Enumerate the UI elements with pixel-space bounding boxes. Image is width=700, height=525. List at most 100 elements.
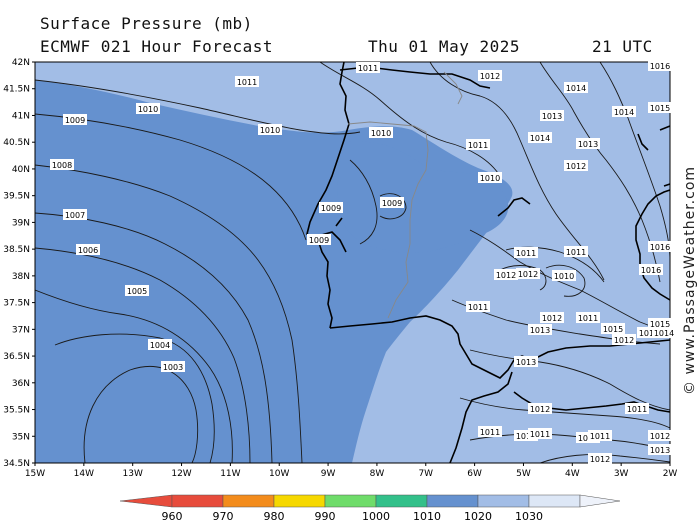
svg-text:1015: 1015 — [650, 104, 670, 113]
svg-text:1012: 1012 — [566, 162, 586, 171]
lat-label: 38.5N — [3, 245, 30, 255]
lat-label: 36N — [12, 379, 30, 389]
lon-label: 9W — [321, 469, 336, 479]
lat-label: 37N — [12, 325, 30, 335]
isobar-label: 1014 — [564, 82, 588, 93]
svg-text:1005: 1005 — [127, 287, 147, 296]
lat-label: 39N — [12, 218, 30, 228]
lon-label: 15W — [25, 469, 45, 479]
isobar-label: 1009 — [319, 202, 343, 213]
svg-text:1013: 1013 — [516, 358, 536, 367]
lat-label: 42N — [12, 58, 30, 68]
isobar-label: 1012 — [540, 312, 564, 323]
colorbar-tick-label: 1010 — [413, 510, 441, 523]
lat-label: 39.5N — [3, 192, 30, 202]
isobar-label: 1013 — [540, 110, 564, 121]
isobar-label: 1012 — [494, 269, 518, 280]
colorbar-tick-label: 960 — [162, 510, 183, 523]
lat-label: 40.5N — [3, 138, 30, 148]
lon-label: 8W — [370, 469, 385, 479]
svg-text:1011: 1011 — [237, 78, 257, 87]
svg-text:1011: 1011 — [358, 64, 378, 73]
isobar-label: 1010 — [258, 124, 282, 135]
isobar-label: 1013 — [514, 356, 538, 367]
svg-text:1011: 1011 — [468, 141, 488, 150]
svg-text:1012: 1012 — [518, 270, 538, 279]
svg-text:1003: 1003 — [163, 363, 183, 372]
pressure-colorbar: 960 970 980 990 1000 1010 1020 1030 — [119, 494, 621, 523]
svg-text:1013: 1013 — [578, 140, 598, 149]
svg-text:1011: 1011 — [627, 405, 647, 414]
isobar-label: 1004 — [148, 339, 172, 350]
isobar-label: 1009 — [63, 114, 87, 125]
lat-label: 41N — [12, 111, 30, 121]
isobar-label: 1012 — [564, 160, 588, 171]
isobar-label: 1012 — [478, 70, 502, 81]
isobar-label: 1012 — [516, 268, 540, 279]
lon-label: 10W — [269, 469, 289, 479]
border-portugal-spain — [347, 121, 429, 319]
svg-text:1014: 1014 — [639, 329, 659, 338]
isobar-label: 1011 — [235, 76, 259, 87]
map-title: Surface Pressure (mb) — [40, 14, 253, 33]
lat-label: 38N — [12, 272, 30, 282]
svg-text:1007: 1007 — [65, 211, 85, 220]
svg-text:1006: 1006 — [78, 246, 98, 255]
isobar-label: 1016 — [648, 241, 672, 252]
lon-label: 11W — [220, 469, 240, 479]
svg-text:1010: 1010 — [371, 129, 391, 138]
isobar-label: 1010 — [136, 103, 160, 114]
svg-text:1012: 1012 — [542, 314, 562, 323]
lon-label: 14W — [74, 469, 94, 479]
isobar-label: 1014 — [652, 327, 676, 338]
isobar-label: 1011 — [514, 247, 538, 258]
isobar-label: 1006 — [76, 244, 100, 255]
lon-label: 2W — [663, 469, 678, 479]
svg-text:1010: 1010 — [138, 105, 158, 114]
pressure-pocket-iberia — [337, 141, 509, 253]
isobar-label: 1014 — [612, 106, 636, 117]
svg-text:1014: 1014 — [654, 329, 674, 338]
svg-text:1016: 1016 — [641, 266, 661, 275]
svg-text:1011: 1011 — [516, 432, 536, 441]
svg-text:1012: 1012 — [650, 432, 670, 441]
isobar-label: 1011 — [564, 246, 588, 257]
isobar-label: 1013 — [576, 138, 600, 149]
svg-text:1011: 1011 — [566, 248, 586, 257]
forecast-time-label: 21 UTC — [592, 37, 653, 56]
lat-label: 35.5N — [3, 406, 30, 416]
lon-label: 12W — [171, 469, 191, 479]
svg-text:1011: 1011 — [578, 314, 598, 323]
svg-text:1014: 1014 — [530, 134, 550, 143]
colorbar-tick-label: 980 — [264, 510, 285, 523]
isobar-label: 1005 — [125, 285, 149, 296]
colorbar-swatch — [273, 494, 326, 508]
coastline-spain-south — [329, 315, 671, 379]
lon-label: 6W — [467, 469, 482, 479]
isobar-label: 1011 — [478, 426, 502, 437]
colorbar-swatch — [426, 494, 479, 508]
colorbar-low-arrow — [119, 494, 173, 508]
colorbar-swatch — [171, 494, 224, 508]
isobar-label: 1011 — [466, 301, 490, 312]
isobar-label: 1008 — [50, 159, 74, 170]
svg-text:1010: 1010 — [260, 126, 280, 135]
isobar-label: 1015 — [601, 323, 625, 334]
colorbar-tick-label: 1020 — [464, 510, 492, 523]
isobar-label: 1011 — [625, 403, 649, 414]
svg-text:1016: 1016 — [650, 243, 670, 252]
lat-label: 34.5N — [3, 459, 30, 469]
lon-label: 3W — [614, 469, 629, 479]
isobar-label: 1012 — [648, 430, 672, 441]
forecast-date-label: Thu 01 May 2025 — [368, 37, 520, 56]
copyright-credit: © www.PassageWeather.com — [682, 166, 698, 395]
colorbar-swatch — [222, 494, 275, 508]
coastline-morocco — [449, 371, 513, 464]
isobar-label: 1012 — [588, 453, 612, 464]
svg-text:1011: 1011 — [516, 249, 536, 258]
isobar-label: 1015 — [648, 102, 672, 113]
isobar-label: 1016 — [648, 60, 672, 71]
isobar-label: 1011 — [576, 312, 600, 323]
isobar-label: 1009 — [380, 197, 404, 208]
